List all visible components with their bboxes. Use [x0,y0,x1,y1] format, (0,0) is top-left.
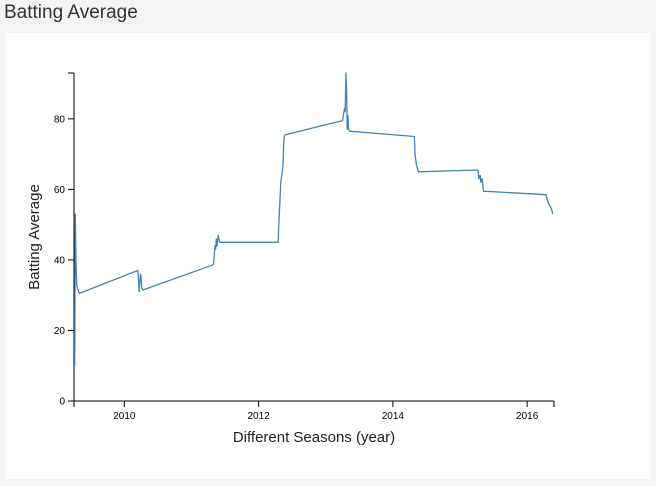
y-tick-label: 20 [54,326,66,337]
page-title: Batting Average [4,2,138,23]
line-chart: 0 20 40 60 80 2010 2012 2014 2016 Batting Averag… [26,72,555,446]
y-tick-label: 40 [54,255,66,266]
x-axis-title: Different Seasons (year) [233,429,395,446]
x-tick-label: 2012 [247,411,270,422]
plot-area: 0 20 40 60 80 2010 2012 2014 2016 [54,72,555,422]
y-tick-label: 0 [59,397,65,408]
y-axis-title: Batting Average [26,184,43,290]
series-line [74,72,554,366]
x-tick-label: 2010 [113,411,136,422]
chart-card: 0 20 40 60 80 2010 2012 2014 2016 Batting Averag… [5,33,651,479]
y-tick-label: 80 [54,114,66,125]
x-tick-label: 2014 [382,411,405,422]
y-tick-label: 60 [54,185,66,196]
x-tick-label: 2016 [516,411,539,422]
